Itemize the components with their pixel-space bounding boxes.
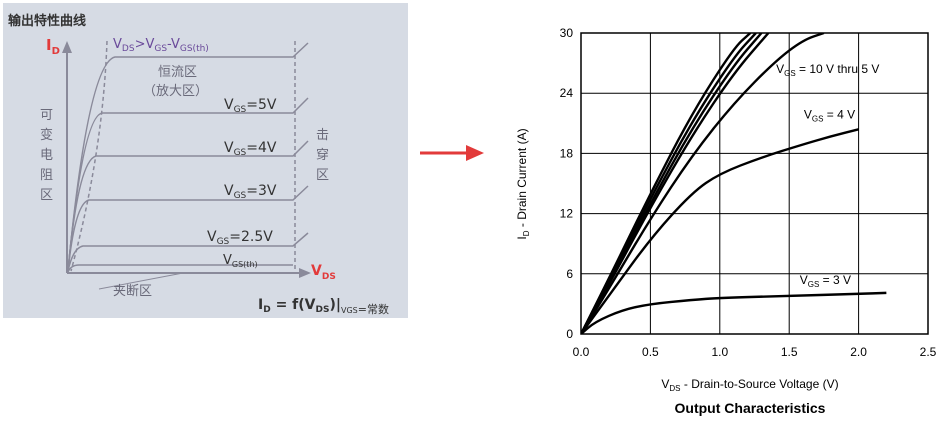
y-tick-label-1: 6: [566, 267, 573, 281]
textbook-svg: 输出特性曲线 ID VDS VDS>VGS-VGS(th) VGS=5V VGS…: [8, 13, 389, 316]
chart-svg: 0.0 0.5 1.0 1.5 2.0 2.5 0 6 12 18 24 30 VGS = 10 V …: [515, 26, 937, 416]
x-tick-label-5: 2.5: [920, 345, 937, 359]
left-x-arrow: [299, 268, 311, 278]
region-constant-label: 恒流区: [158, 65, 197, 80]
series-line-5: [581, 128, 859, 334]
svg-text:区: 区: [40, 188, 53, 203]
x-tick-label-2: 1.0: [711, 345, 728, 359]
x-tick-label-1: 0.5: [642, 345, 659, 359]
x-tick-label-4: 2.0: [850, 345, 867, 359]
svg-text:区: 区: [316, 168, 329, 183]
region-variable-resistance: 可 变 电 阻 区: [40, 108, 53, 203]
region-breakdown: 击 穿 区: [316, 128, 329, 183]
curve-label-vgsth: VGS(th): [223, 253, 258, 269]
series-line-6: [581, 291, 887, 334]
tick-layer: 0.0 0.5 1.0 1.5 2.0 2.5 0 6 12 18 24 30: [560, 26, 937, 359]
chart-title: Output Characteristics: [675, 400, 826, 416]
annotation-1: VGS = 4 V: [804, 107, 855, 123]
svg-text:变: 变: [40, 127, 53, 143]
x-tick-label-3: 1.5: [781, 345, 798, 359]
pinch-pointer: [98, 272, 184, 290]
svg-text:阻: 阻: [40, 168, 53, 183]
x-tick-label-0: 0.0: [573, 345, 590, 359]
formula: ID = f(VDS)|VGS=常数: [258, 297, 389, 316]
y-tick-label-3: 18: [560, 146, 574, 160]
svg-text:穿: 穿: [316, 147, 329, 163]
left-curve-vgs25: [67, 232, 309, 272]
series-layer: [581, 33, 887, 334]
x-axis-label: VDS - Drain-to-Source Voltage (V): [661, 377, 838, 393]
curve-label-vgs5: VGS=5V: [224, 97, 277, 115]
grid-layer: [580, 32, 929, 335]
boundary-label: VDS>VGS-VGS(th): [113, 37, 209, 54]
left-curve-vgs4: [67, 140, 309, 272]
plot-frame: [580, 32, 929, 335]
svg-text:可: 可: [40, 108, 53, 123]
y-tick-label-2: 12: [560, 207, 574, 221]
left-x-label: VDS: [311, 263, 336, 282]
annotation-layer: VGS = 10 V thru 5 V VGS = 4 V VGS = 3 V: [776, 62, 879, 289]
curve-label-vgs4: VGS=4V: [224, 140, 277, 158]
curve-label-vgs3: VGS=3V: [224, 183, 277, 201]
region-amplify-label: （放大区）: [143, 84, 208, 99]
svg-text:击: 击: [316, 128, 329, 143]
datasheet-chart: 0.0 0.5 1.0 1.5 2.0 2.5 0 6 12 18 24 30 VGS = 10 V …: [500, 0, 943, 434]
y-tick-label-5: 30: [560, 26, 574, 40]
pinchoff-boundary: [70, 40, 108, 272]
series-line-4: [581, 33, 825, 334]
left-y-label: ID: [46, 36, 60, 57]
transition-arrow-icon: [420, 145, 484, 161]
curve-label-vgs25: VGS=2.5V: [207, 229, 273, 247]
left-y-arrow: [62, 41, 72, 53]
y-axis-label: ID - Drain Current (A): [515, 128, 531, 239]
annotation-0: VGS = 10 V thru 5 V: [776, 62, 879, 78]
left-title: 输出特性曲线: [8, 13, 86, 29]
left-curve-vgs3: [67, 185, 309, 272]
y-tick-label-4: 24: [560, 86, 574, 100]
y-tick-label-0: 0: [566, 327, 573, 341]
left-curve-vgsth: [67, 264, 293, 273]
textbook-diagram: 输出特性曲线 ID VDS VDS>VGS-VGS(th) VGS=5V VGS…: [3, 3, 408, 318]
annotation-2: VGS = 3 V: [800, 273, 851, 289]
svg-text:电: 电: [40, 148, 53, 163]
region-pinch-label: 夹断区: [113, 284, 152, 299]
